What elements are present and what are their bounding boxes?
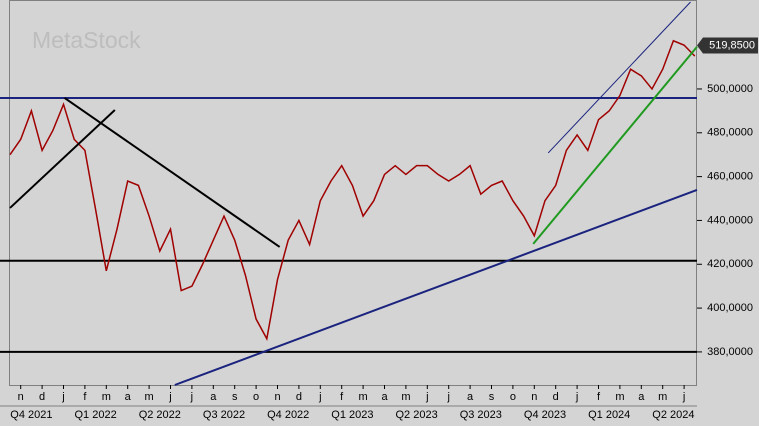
watermark: MetaStock [32, 27, 141, 53]
x-tick-label: d [296, 391, 302, 403]
trendline [9, 109, 116, 209]
y-tick-label: 420,0000 [707, 258, 753, 270]
y-tick-label: 440,0000 [707, 214, 753, 226]
x-tick-label: o [510, 391, 516, 403]
x-tick-label: f [597, 391, 601, 403]
price-tag [697, 37, 758, 54]
x-tick-label: a [467, 391, 474, 403]
x-tick-label: j [190, 391, 193, 403]
x-tick-label: m [401, 391, 410, 403]
quarter-label: Q1 2024 [588, 409, 630, 421]
x-tick-label: j [318, 391, 321, 403]
quarter-label: Q2 2022 [139, 409, 181, 421]
price-line [9, 39, 696, 341]
quarter-label: Q4 2021 [10, 409, 52, 421]
x-tick-label: s [489, 391, 495, 403]
x-tick-label: m [145, 391, 154, 403]
x-tick-label: m [359, 391, 368, 403]
quarter-label: Q4 2023 [524, 409, 566, 421]
x-tick-label: m [658, 391, 667, 403]
y-tick-label: 460,0000 [707, 171, 753, 183]
x-tick-label: o [253, 391, 259, 403]
plot-frame [9, 0, 697, 386]
y-tick-label: 380,0000 [707, 346, 753, 358]
x-tick-label: j [575, 391, 578, 403]
x-tick-label: a [210, 391, 217, 403]
x-tick-label: j [682, 391, 685, 403]
trendline [547, 1, 691, 154]
trendline [64, 97, 281, 248]
x-tick-label: n [18, 391, 24, 403]
x-tick-label: j [61, 391, 64, 403]
x-tick-label: m [102, 391, 111, 403]
quarter-label: Q1 2023 [331, 409, 373, 421]
trendline [174, 189, 698, 386]
y-tick-label: 500,0000 [707, 83, 753, 95]
x-tick-label: j [168, 391, 171, 403]
x-tick-label: n [274, 391, 280, 403]
y-tick-label: 400,0000 [707, 302, 753, 314]
quarter-label: Q3 2022 [203, 409, 245, 421]
quarter-label: Q3 2023 [460, 409, 502, 421]
x-tick-label: j [425, 391, 428, 403]
x-tick-label: m [615, 391, 624, 403]
price-tag-label: 519,8500 [709, 39, 755, 51]
x-tick-label: d [39, 391, 45, 403]
quarter-label: Q2 2024 [652, 409, 694, 421]
x-tick-label: f [340, 391, 344, 403]
x-tick-label: a [125, 391, 132, 403]
quarter-label: Q4 2022 [267, 409, 309, 421]
quarter-label: Q2 2023 [395, 409, 437, 421]
x-tick-label: d [553, 391, 559, 403]
trendline [532, 46, 698, 245]
y-tick-label: 480,0000 [707, 127, 753, 139]
x-tick-label: n [531, 391, 537, 403]
x-tick-label: a [638, 391, 645, 403]
quarter-label: Q1 2022 [74, 409, 116, 421]
x-tick-label: f [83, 391, 87, 403]
x-tick-label: s [232, 391, 238, 403]
x-tick-label: j [446, 391, 449, 403]
x-tick-label: a [381, 391, 388, 403]
